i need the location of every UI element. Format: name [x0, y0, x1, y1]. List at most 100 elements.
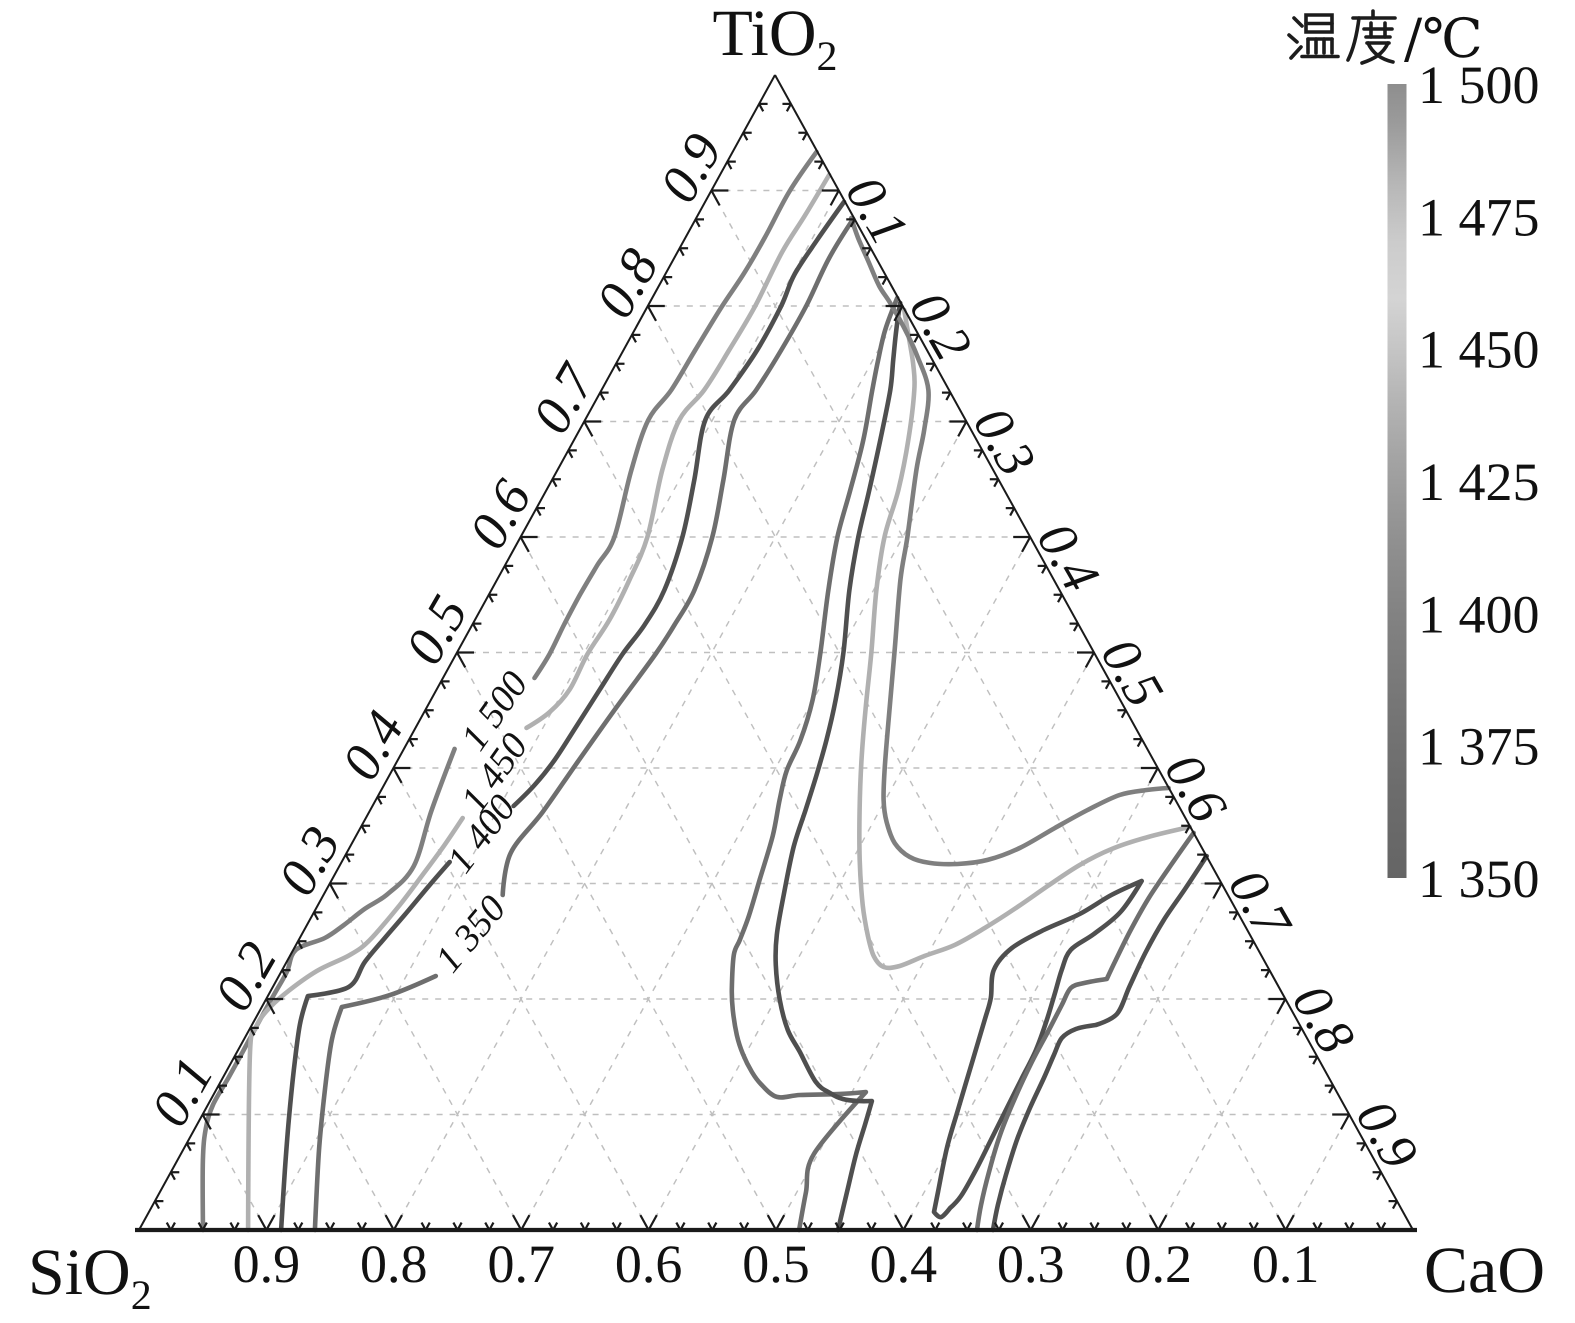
axis-ticks [153, 102, 1399, 1231]
tick-left [424, 709, 431, 719]
hanzi-wen-stroke [1304, 13, 1334, 34]
tick-left [503, 565, 510, 574]
tick-left [535, 507, 542, 517]
tick-bottom [297, 1222, 304, 1231]
tick-left [312, 911, 319, 921]
tick-right [849, 218, 856, 228]
tick-bottom [1220, 1222, 1227, 1231]
tick-right [1057, 594, 1064, 603]
tick-bottom [1248, 1222, 1255, 1231]
tick-bottom [452, 1222, 459, 1231]
tick-right [893, 305, 904, 322]
tick-right [1104, 680, 1111, 690]
tick-right [957, 420, 968, 437]
tick-bottom [1376, 1222, 1383, 1231]
tick-bottom [1252, 1222, 1259, 1231]
tick-left [519, 536, 530, 553]
tick-bottom [420, 1222, 427, 1231]
tick-bottom [484, 1222, 491, 1231]
tick-right [785, 103, 792, 112]
tick-bottom [265, 1214, 276, 1231]
colorbar-tick-label: 1 350 [1418, 849, 1540, 909]
tick-bottom [233, 1222, 240, 1231]
tick-left [646, 305, 657, 322]
tick-bottom [866, 1222, 873, 1231]
tick-right [1184, 825, 1191, 834]
tick-left [344, 854, 351, 863]
tick-bottom [360, 1222, 368, 1231]
tick-bottom [1061, 1222, 1068, 1231]
tick-bottom [197, 1222, 204, 1231]
tick-left [392, 767, 403, 784]
tick-bottom [1089, 1222, 1096, 1231]
tick-left [376, 796, 383, 805]
tick-bottom [966, 1222, 973, 1231]
tick-bottom [456, 1222, 463, 1231]
gridline-sio2 [201, 1114, 268, 1231]
gridline-cao [902, 767, 1159, 1231]
bottom-axis-tick-label: 0.3 [997, 1234, 1065, 1294]
bottom-axis-tick-label: 0.7 [487, 1234, 555, 1294]
tick-left [630, 334, 637, 343]
tick-bottom [547, 1222, 555, 1231]
tick-right [1391, 1200, 1399, 1210]
hanzi-du-stroke [1346, 16, 1361, 62]
tick-right [829, 189, 840, 206]
tick-bottom [552, 1222, 559, 1231]
tick-right [1084, 651, 1095, 668]
tick-bottom [579, 1222, 586, 1231]
tick-left [694, 218, 701, 228]
tick-bottom [1312, 1222, 1319, 1231]
tick-left [265, 998, 276, 1015]
tick-left [710, 189, 721, 206]
hanzi-wen-stroke [1289, 45, 1303, 60]
tick-left [471, 623, 478, 632]
tick-bottom [1189, 1222, 1196, 1231]
tick-bottom [934, 1222, 941, 1231]
gridline-sio2 [329, 883, 522, 1231]
colorbar-tick-label: 1 450 [1418, 320, 1540, 380]
tick-right [977, 449, 984, 459]
tick-bottom [1344, 1222, 1351, 1231]
tick-bottom [1021, 1214, 1032, 1231]
tick-right [881, 276, 888, 286]
tick-bottom [1057, 1222, 1064, 1231]
tick-bottom [902, 1214, 913, 1231]
contour-mid-band-1450 [857, 307, 1192, 971]
gridline-sio2 [265, 998, 395, 1231]
gridline-cao [1284, 1114, 1350, 1231]
colorbar-bar [1387, 84, 1407, 878]
colorbar-tick-label: 1 400 [1418, 584, 1540, 644]
tick-left [153, 1200, 160, 1210]
tick-left [678, 247, 685, 257]
ternary-gridlines [201, 189, 1350, 1231]
tick-bottom [766, 1214, 777, 1231]
tick-left [185, 1142, 192, 1152]
tick-right [801, 132, 808, 141]
tick-bottom [1157, 1214, 1168, 1231]
tick-left [169, 1171, 176, 1181]
hanzi-wen-stroke [1287, 33, 1299, 44]
tick-bottom [675, 1222, 682, 1231]
gridline-sio2 [583, 421, 1032, 1231]
gridline-cao [520, 421, 968, 1231]
tick-right [1264, 969, 1271, 979]
tick-bottom [679, 1222, 686, 1231]
left-corner-label-sio2: SiO2 [28, 1236, 152, 1319]
tick-left [456, 651, 467, 668]
tick-bottom [1125, 1222, 1132, 1231]
tick-bottom [329, 1222, 336, 1231]
tick-left [281, 969, 288, 979]
gridline-cao [1157, 998, 1287, 1231]
tick-right [1232, 911, 1239, 921]
tick-bottom [775, 1214, 786, 1231]
tick-right [1276, 998, 1287, 1015]
tick-bottom [1380, 1222, 1387, 1231]
hanzi-wen-stroke [1292, 16, 1304, 28]
apex-label-tio2: TiO2 [713, 0, 838, 80]
hanzi-du [1346, 9, 1397, 65]
gridline-sio2 [456, 652, 777, 1231]
colorbar: 1 500 1 475 1 450 1 425 1 400 1 375 1 350 [1387, 55, 1540, 909]
tick-right [1248, 940, 1255, 950]
